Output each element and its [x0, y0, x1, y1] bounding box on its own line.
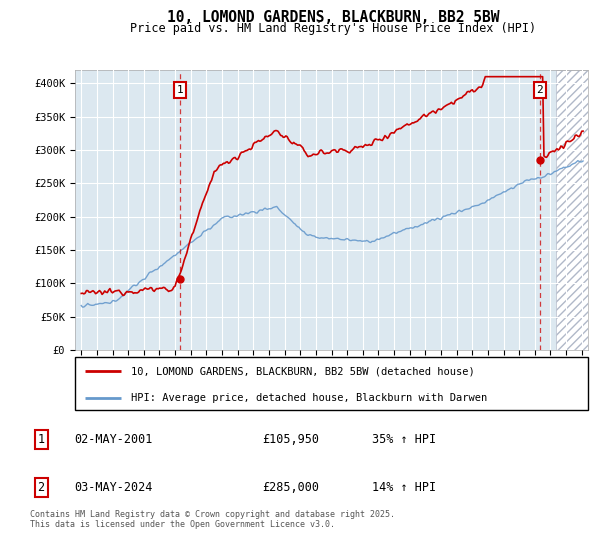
Bar [556, 70, 588, 350]
Text: 14% ↑ HPI: 14% ↑ HPI [372, 481, 436, 494]
Text: 10, LOMOND GARDENS, BLACKBURN, BB2 5BW: 10, LOMOND GARDENS, BLACKBURN, BB2 5BW [167, 10, 499, 25]
Text: £105,950: £105,950 [262, 432, 319, 446]
Text: 2: 2 [37, 481, 44, 494]
Text: 1: 1 [177, 85, 184, 95]
Text: 35% ↑ HPI: 35% ↑ HPI [372, 432, 436, 446]
FancyBboxPatch shape [75, 357, 588, 410]
Text: Contains HM Land Registry data © Crown copyright and database right 2025.
This d: Contains HM Land Registry data © Crown c… [30, 510, 395, 529]
Text: 2: 2 [536, 85, 544, 95]
Text: HPI: Average price, detached house, Blackburn with Darwen: HPI: Average price, detached house, Blac… [131, 393, 488, 403]
Text: 1: 1 [37, 432, 44, 446]
Text: 03-MAY-2024: 03-MAY-2024 [74, 481, 152, 494]
Bar [556, 70, 588, 350]
Text: 02-MAY-2001: 02-MAY-2001 [74, 432, 152, 446]
Text: Price paid vs. HM Land Registry's House Price Index (HPI): Price paid vs. HM Land Registry's House … [130, 22, 536, 35]
Text: 10, LOMOND GARDENS, BLACKBURN, BB2 5BW (detached house): 10, LOMOND GARDENS, BLACKBURN, BB2 5BW (… [131, 366, 475, 376]
Text: £285,000: £285,000 [262, 481, 319, 494]
